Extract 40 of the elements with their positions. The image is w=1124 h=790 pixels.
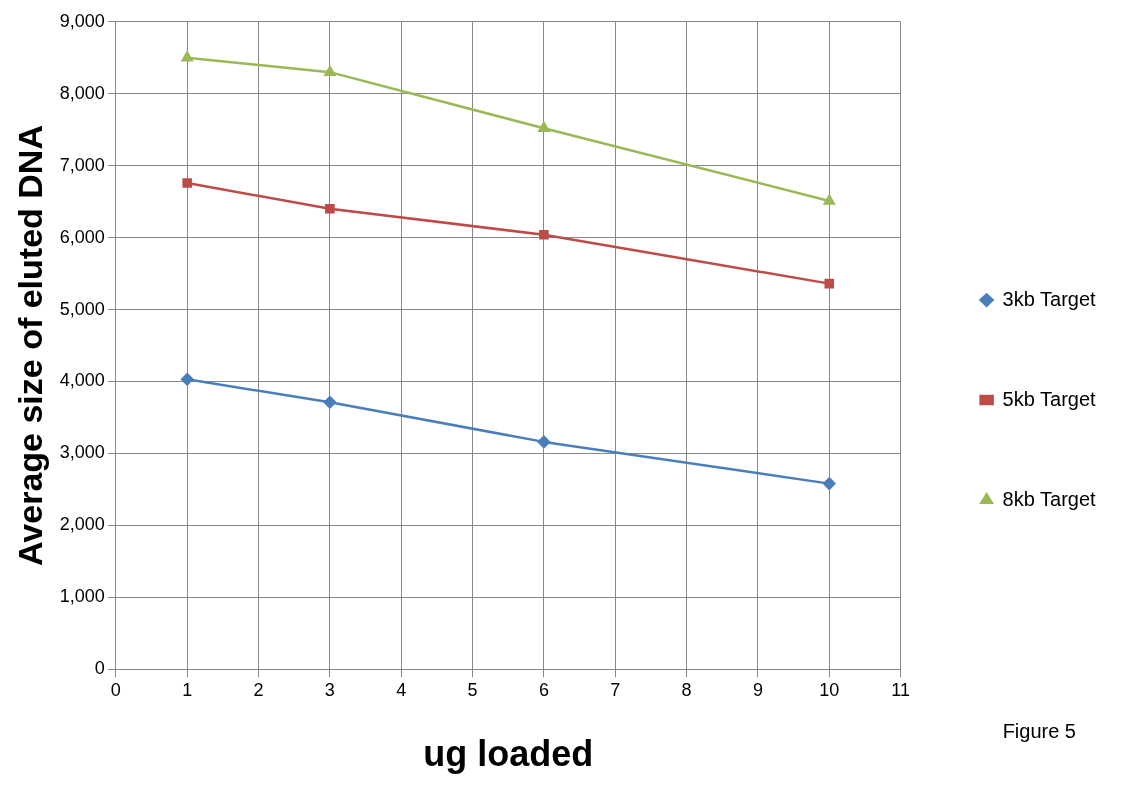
y-axis-title: Average size of eluted DNA: [10, 125, 49, 566]
point: [824, 278, 835, 289]
x-axis-title: ug loaded: [423, 733, 594, 775]
point: [539, 229, 549, 240]
y-tick-label: 5,000: [59, 298, 105, 319]
caption: Figure 5: [1002, 719, 1076, 742]
point: [324, 65, 336, 76]
y-tick-label: 0: [94, 658, 105, 679]
y-tick-label: 1,000: [59, 586, 105, 607]
y-tick-label: 3,000: [59, 442, 105, 463]
x-tick-label: 1: [182, 679, 193, 700]
x-tick-label: 6: [538, 679, 549, 700]
x-tick-label: 4: [396, 679, 407, 700]
point: [823, 194, 835, 205]
x-tick-label: 11: [891, 679, 910, 700]
x-tick-label: 0: [110, 679, 121, 700]
point: [182, 178, 192, 188]
y-tick-label: 7,000: [59, 154, 105, 175]
legend-label: 3kb Target: [1002, 287, 1097, 310]
y-tick-label: 8,000: [59, 82, 105, 103]
x-tick-label: 8: [681, 679, 692, 700]
point: [325, 204, 335, 214]
legend-label: 8kb Target: [1002, 487, 1097, 510]
x-tick-label: 2: [253, 679, 264, 700]
y-tick-label: 4,000: [59, 370, 105, 391]
y-tick-label: 2,000: [59, 514, 105, 535]
y-tick-label: 6,000: [59, 226, 105, 247]
x-tick-label: 3: [324, 679, 335, 700]
point: [181, 51, 193, 62]
legend-label: 5kb Target: [1002, 387, 1097, 410]
x-tick-label: 9: [752, 679, 763, 700]
point: [323, 396, 337, 409]
y-tick-label: 9,000: [59, 10, 105, 31]
point: [538, 122, 550, 133]
point: [180, 373, 194, 386]
point: [537, 435, 551, 449]
point: [823, 477, 836, 490]
x-tick-label: 5: [467, 679, 478, 700]
x-tick-label: 7: [610, 679, 621, 700]
x-tick-label: 10: [819, 679, 840, 700]
